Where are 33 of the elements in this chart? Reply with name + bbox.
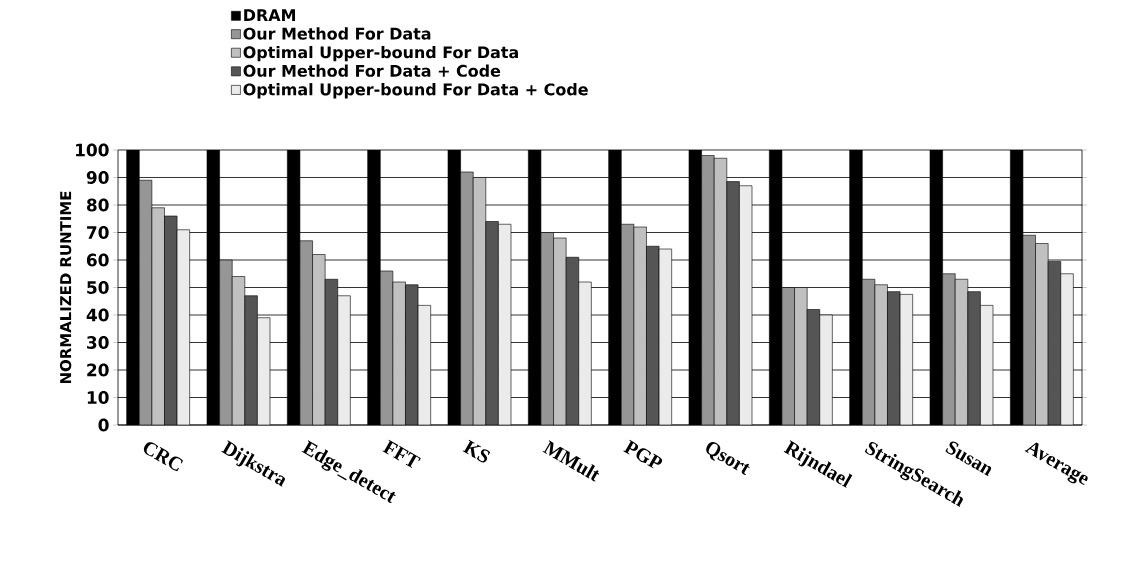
y-tick-label: 30 (87, 336, 109, 349)
y-tick-label: 60 (86, 253, 109, 267)
y-tick-label: 20 (87, 363, 109, 377)
bar (578, 281, 592, 425)
y-tick-label: 40 (86, 308, 109, 322)
y-tick-label: 100 (76, 143, 109, 157)
bar (219, 259, 233, 425)
bar (1060, 273, 1074, 425)
bar (701, 155, 715, 425)
y-tick-label: 0 (98, 418, 109, 432)
y-axis-title: NORMALIZED RUNTIME (59, 191, 72, 384)
legend-label: Our Method For Data (243, 27, 431, 40)
legend-label: Optimal Upper-bound For Data + Code (243, 83, 588, 99)
legend-label: Our Method For Data + Code (243, 64, 501, 77)
y-tick-label: 80 (86, 198, 109, 212)
legend-label: Optimal Upper-bound For Data (243, 45, 518, 62)
y-tick-label: 90 (86, 171, 109, 184)
y-tick-label: 10 (87, 391, 109, 404)
bar (726, 181, 740, 425)
bar (942, 273, 956, 425)
bar (819, 314, 833, 425)
bar (460, 172, 474, 425)
bar (337, 295, 351, 425)
bar (244, 295, 258, 425)
x-tick-label: KS (462, 439, 491, 463)
bar (485, 221, 499, 425)
y-tick-label: 50 (87, 281, 109, 294)
y-tick-label: 70 (87, 226, 109, 239)
x-tick-label: PGP (623, 439, 663, 469)
x-tick-label: Qsort (706, 442, 750, 475)
legend-label: DRAM (244, 9, 295, 21)
x-tick-label: CRC (143, 442, 184, 472)
bar (967, 291, 981, 425)
